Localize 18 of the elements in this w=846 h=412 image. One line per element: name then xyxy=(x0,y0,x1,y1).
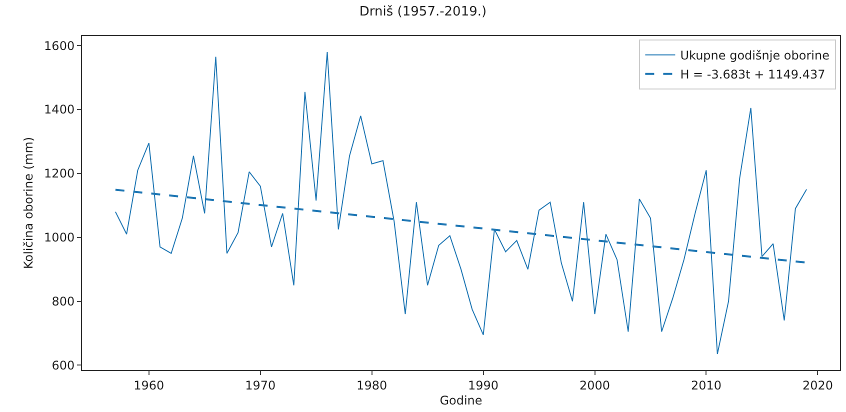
x-tick-label: 2000 xyxy=(579,378,610,392)
x-tick-label: 1960 xyxy=(134,378,164,392)
x-tick-label: 2020 xyxy=(802,378,833,392)
chart-title: Drniš (1957.-2019.) xyxy=(359,4,487,20)
y-tick-label: 1200 xyxy=(44,166,75,181)
x-tick-label: 1990 xyxy=(468,378,499,392)
x-tick-label: 2010 xyxy=(690,378,722,392)
y-tick-label: 1400 xyxy=(44,102,75,117)
y-axis-title: Količina oborine (mm) xyxy=(21,136,36,270)
legend-label: H = -3.683t + 1149.437 xyxy=(680,68,826,82)
y-tick-label: 1600 xyxy=(44,38,75,53)
y-tick-label: 600 xyxy=(52,358,75,372)
x-tick-label: 1980 xyxy=(356,378,388,392)
y-tick-label: 1000 xyxy=(44,230,75,245)
legend-label: Ukupne godišnje oborine xyxy=(680,48,830,63)
y-tick-label: 800 xyxy=(52,294,75,308)
x-tick-label: 1970 xyxy=(245,378,276,392)
x-axis-title: Godine xyxy=(440,393,482,408)
